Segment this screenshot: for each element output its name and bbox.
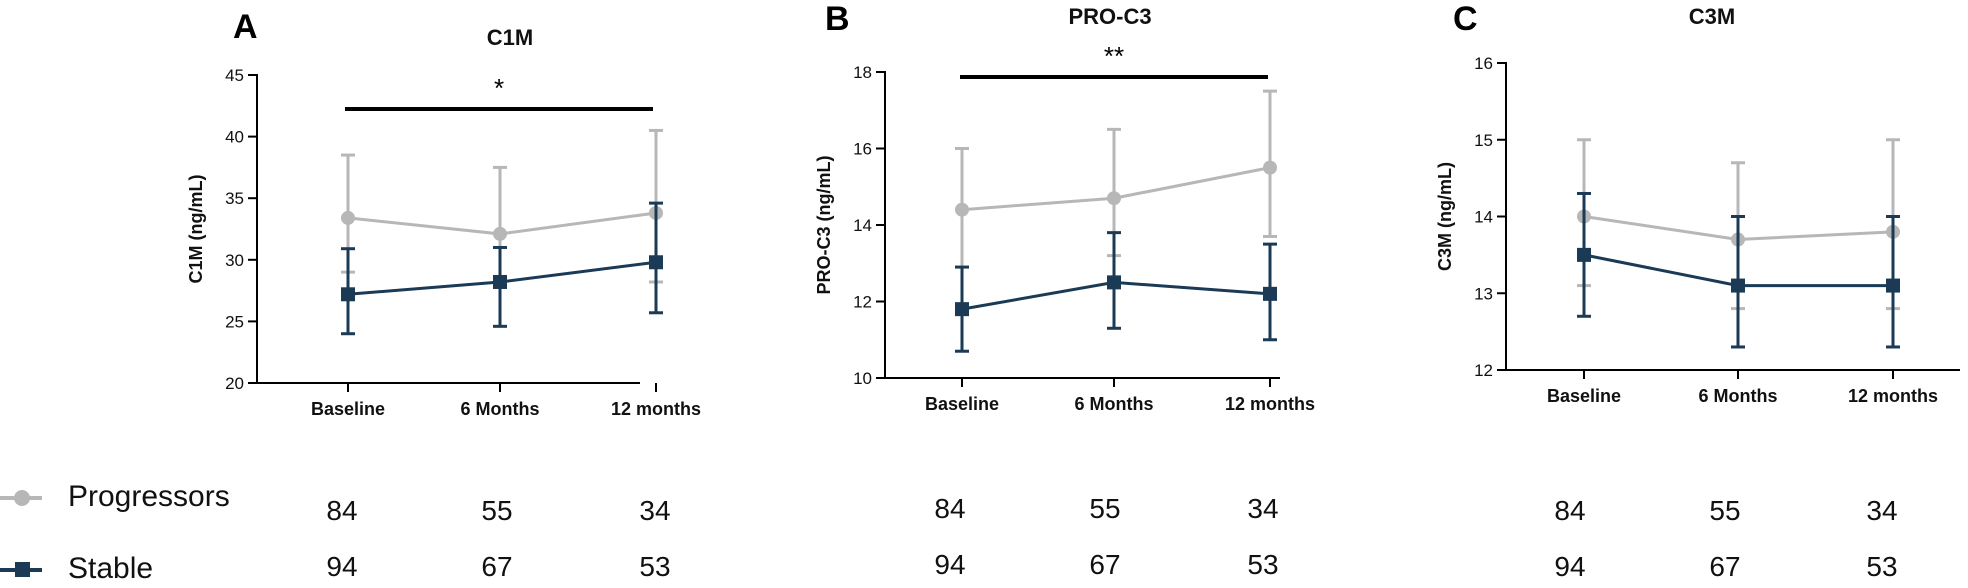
- n-stable: 94: [934, 549, 965, 580]
- x-tick-label: Baseline: [925, 394, 999, 414]
- n-stable: 67: [1089, 549, 1120, 580]
- x-tick-label: Baseline: [311, 399, 385, 419]
- y-tick-label: 20: [225, 374, 244, 393]
- chart-panels: A C1M 20 25 30 35 40 45 C1M (ng/mL) Baseline 6 Mon…: [186, 0, 1960, 582]
- panel-letter: C: [1453, 0, 1478, 38]
- legend-progressors-label: Progressors: [68, 480, 230, 513]
- y-tick-label: 16: [853, 140, 872, 159]
- legend-progressors-marker: [14, 490, 30, 506]
- data-point: [493, 274, 507, 289]
- chart-title: PRO-C3: [1068, 4, 1151, 29]
- chart-panel-a: A C1M 20 25 30 35 40 45 C1M (ng/mL) Baseline 6 Mon…: [186, 8, 701, 582]
- n-progressors: 34: [1866, 495, 1897, 526]
- significance-label: *: [494, 73, 504, 103]
- panel-letter: B: [825, 0, 850, 38]
- n-stable: 53: [639, 551, 670, 582]
- legend-stable-label: Stable: [68, 552, 153, 585]
- data-point: [493, 226, 507, 241]
- y-tick-label: 14: [1474, 208, 1493, 227]
- data-point: [955, 302, 969, 317]
- legend-stable-marker: [15, 562, 30, 577]
- x-tick-label: Baseline: [1547, 386, 1621, 406]
- data-point: [341, 210, 355, 225]
- data-point: [1107, 191, 1121, 206]
- n-stable: 94: [1554, 551, 1585, 582]
- x-tick-label: 12 months: [1225, 394, 1315, 414]
- series-stable: [1577, 191, 1900, 349]
- chart-panel-b: B PRO-C3 10 12 14 16 18 PRO-C3 (ng/mL) Baseline 6…: [814, 0, 1315, 580]
- legend: Progressors Stable: [0, 480, 230, 585]
- y-tick-label: 25: [225, 312, 244, 331]
- y-tick-label: 45: [225, 66, 244, 85]
- y-tick-label: 13: [1474, 284, 1493, 303]
- x-tick-label: 12 months: [1848, 386, 1938, 406]
- x-tick-label: 6 Months: [1075, 394, 1154, 414]
- n-stable: 53: [1866, 551, 1897, 582]
- n-progressors: 84: [326, 495, 357, 526]
- data-point: [1731, 278, 1745, 293]
- x-tick-label: 6 Months: [1699, 386, 1778, 406]
- n-progressors: 55: [1709, 495, 1740, 526]
- chart-title: C1M: [487, 25, 533, 50]
- n-stable: 67: [1709, 551, 1740, 582]
- series-stable: [955, 231, 1277, 353]
- n-progressors: 34: [1247, 493, 1278, 524]
- n-progressors: 84: [1554, 495, 1585, 526]
- y-axis-title: PRO-C3 (ng/mL): [814, 156, 834, 295]
- significance-label: **: [1104, 41, 1124, 71]
- series-progressors: [341, 128, 663, 286]
- y-tick-label: 15: [1474, 131, 1493, 150]
- data-point: [1263, 286, 1277, 301]
- data-point: [649, 255, 663, 270]
- data-point: [1577, 247, 1591, 262]
- y-tick-label: 40: [225, 128, 244, 147]
- n-progressors: 55: [481, 495, 512, 526]
- series-stable: [341, 201, 663, 336]
- n-progressors: 34: [639, 495, 670, 526]
- n-progressors: 55: [1089, 493, 1120, 524]
- n-stable: 67: [481, 551, 512, 582]
- panel-letter: A: [233, 8, 258, 46]
- y-tick-label: 30: [225, 251, 244, 270]
- data-point: [1263, 160, 1277, 175]
- y-axis-title: C3M (ng/mL): [1435, 162, 1455, 271]
- y-tick-label: 35: [225, 189, 244, 208]
- y-axis-title: C1M (ng/mL): [186, 175, 206, 284]
- y-tick-label: 12: [1474, 361, 1493, 380]
- data-point: [1107, 275, 1121, 290]
- n-progressors: 84: [934, 493, 965, 524]
- y-tick-label: 14: [853, 216, 872, 235]
- data-point: [955, 202, 969, 217]
- y-tick-label: 18: [853, 63, 872, 82]
- n-stable: 94: [326, 551, 357, 582]
- data-point: [1886, 278, 1900, 293]
- y-tick-label: 16: [1474, 54, 1493, 73]
- chart-panel-c: C C3M 12 13 14 15 16 C3M (ng/mL) Baseline 6 Month…: [1435, 0, 1960, 582]
- data-point: [341, 287, 355, 302]
- x-tick-label: 12 months: [611, 399, 701, 419]
- n-stable: 53: [1247, 549, 1278, 580]
- y-tick-label: 12: [853, 293, 872, 312]
- y-tick-label: 10: [853, 369, 872, 388]
- x-tick-label: 6 Months: [461, 399, 540, 419]
- series-progressors: [955, 89, 1277, 269]
- chart-title: C3M: [1689, 4, 1735, 29]
